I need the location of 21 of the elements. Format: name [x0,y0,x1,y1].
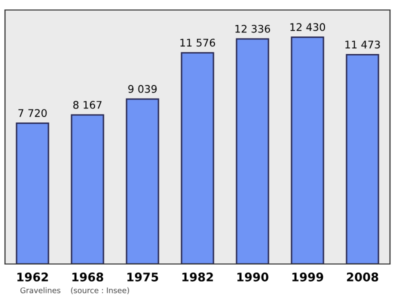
data-label: 11 473 [345,40,380,48]
data-label: 11 576 [180,38,216,47]
bar [16,122,50,264]
x-tick-label: 1975 [127,272,158,282]
data-label: 9 039 [128,85,157,93]
bar [290,36,324,264]
bar [346,54,380,264]
data-label: 12 336 [235,24,270,33]
x-tick-label: 1999 [292,272,324,282]
x-tick-label: 2008 [347,272,378,282]
bar [236,38,270,264]
data-label: 7 720 [18,109,47,117]
x-tick-label: 1968 [72,272,104,282]
x-tick-label: 1982 [182,272,213,282]
data-label: 12 430 [290,23,326,32]
bar [180,52,214,264]
x-tick-label: 1962 [17,272,48,282]
bar [70,114,104,264]
data-label: 8 167 [73,100,102,109]
bar [126,98,160,264]
x-tick-label: 1990 [237,272,268,282]
